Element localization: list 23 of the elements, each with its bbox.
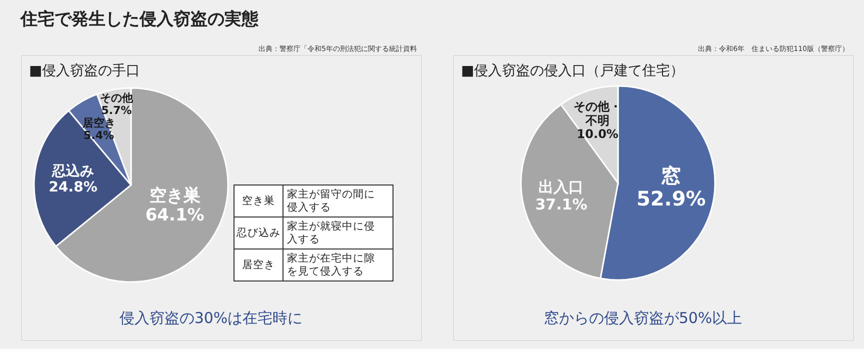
- text: 忍び込み: [236, 226, 280, 239]
- text: 家主が就寝中に侵入する: [287, 220, 375, 246]
- slice-label: 窓: [661, 163, 682, 188]
- text: 侵入窃盗の30%は在宅時に: [119, 309, 303, 327]
- text: 居空き: [242, 258, 275, 271]
- slice-label: その他・不明: [574, 99, 622, 128]
- data-label: 24.8%: [48, 180, 98, 196]
- data-label: 10.0%: [576, 127, 618, 142]
- text: 家主が在宅中に隙を見て侵入する: [287, 252, 375, 278]
- slice-label: 忍込み: [51, 163, 94, 180]
- data-label: 64.1%: [145, 206, 204, 226]
- text: 家主が留守の間に侵入する: [287, 188, 375, 214]
- text: 窓からの侵入窃盗が50%以上: [544, 309, 742, 327]
- data-label: 5.7%: [101, 104, 132, 118]
- slice-label: 空き巣: [242, 194, 275, 207]
- slice-label: その他: [100, 92, 134, 104]
- slice-label: 出入口: [538, 178, 584, 196]
- slice-label: 空き巣: [149, 186, 200, 206]
- data-label: 37.1%: [535, 196, 588, 214]
- chart-subtitle: ■侵入窃盗の侵入口（戸建て住宅）: [461, 63, 684, 79]
- chart-title: 住宅で発生した侵入窃盗の実態: [20, 10, 260, 30]
- chart-subtitle: ■侵入窃盗の手口: [29, 63, 140, 79]
- data-label: 52.9%: [636, 186, 706, 210]
